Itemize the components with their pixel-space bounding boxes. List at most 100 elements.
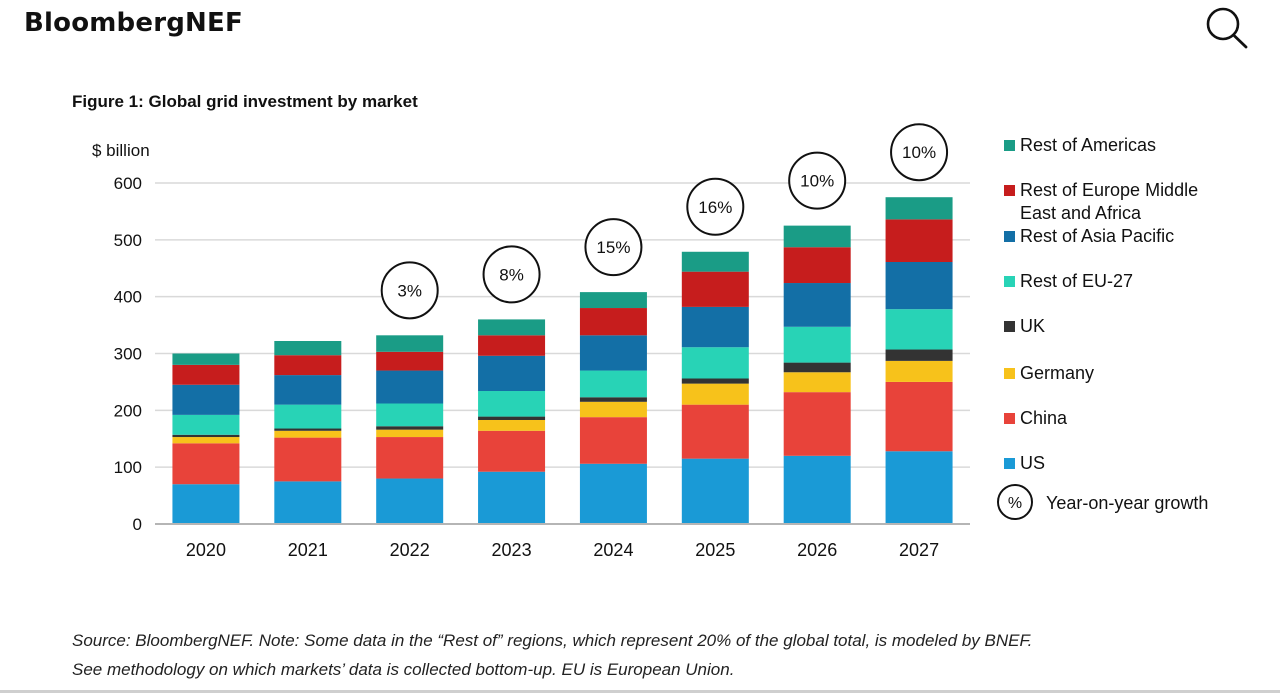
legend-label: Germany [1020,363,1094,383]
y-axis-unit-label: $ billion [92,141,150,160]
bar-segment [681,306,749,348]
legend-swatch [1004,231,1015,242]
legend-growth-symbol-text: % [1008,495,1022,512]
bar-segment [376,429,444,438]
bar-segment [376,351,444,371]
bar-segment [681,347,749,379]
source-line-1: Source: BloombergNEF. Note: Some data in… [72,631,1033,650]
bar-segment [681,458,749,524]
legend-swatch [1004,185,1015,196]
legend-label: Rest of EU-27 [1020,271,1133,291]
x-tick-label: 2023 [492,540,532,560]
bar-segment [783,392,851,456]
bar-segment [274,375,342,405]
legend-swatch [1004,368,1015,379]
legend-label-line: Rest of Europe Middle [1020,180,1198,200]
legend-label-line: Rest of Asia Pacific [1020,226,1174,246]
bar-segment [579,335,647,371]
bar-segment [376,478,444,524]
legend-label: UK [1020,316,1045,336]
bottom-divider [0,690,1280,693]
bar-segment [478,419,546,431]
bar-segment [172,353,240,365]
bar-segment [783,283,851,327]
x-tick-label: 2020 [186,540,226,560]
figure-title: Figure 1: Global grid investment by mark… [72,92,418,111]
bar-segment [579,417,647,464]
legend-swatch [1004,276,1015,287]
bar-segment [783,225,851,248]
legend-label-line: US [1020,453,1045,473]
bar-segment [681,271,749,307]
bar-segment [783,326,851,363]
x-tick-label: 2024 [593,540,633,560]
growth-label: 16% [698,198,732,217]
growth-label: 3% [397,281,422,300]
bar-segment [885,219,953,262]
growth-bubble [788,151,847,210]
growth-bubble [890,123,949,182]
legend-label: Rest of Americas [1020,135,1156,155]
source-line-2: See methodology on which markets’ data i… [72,660,735,679]
legend-swatch [1004,321,1015,332]
bar-segment [885,360,953,382]
growth-label: 8% [499,265,524,284]
bar-segment [172,384,240,415]
search-icon[interactable] [1200,2,1252,50]
growth-bubble [482,245,541,304]
y-tick-label: 200 [114,401,142,420]
bar-segment [376,403,444,427]
growth-label: 15% [596,238,630,257]
legend-swatch [1004,458,1015,469]
x-tick-label: 2027 [899,540,939,560]
bar-segment [172,434,240,438]
legend-label-line: Rest of Americas [1020,135,1156,155]
legend-swatch [1004,140,1015,151]
legend-label-line: Rest of EU-27 [1020,271,1133,291]
bar-segment [478,391,546,417]
bar-segment [274,355,342,376]
y-tick-label: 500 [114,231,142,250]
x-tick-label: 2025 [695,540,735,560]
bar-segment [579,401,647,418]
growth-label: 10% [902,143,936,162]
bar-segment [376,370,444,404]
source-note: Source: BloombergNEF. Note: Some data in… [72,626,1252,684]
legend-label-line: Germany [1020,363,1094,383]
bar-segment [885,197,953,220]
legend-label-line: UK [1020,316,1045,336]
bar-segment [579,308,647,336]
bar-segment [478,319,546,336]
stacked-bar-chart: $ billion 0 100 200 300 400 500 600 2020 2021 2022… [92,123,1208,560]
bar-segment [681,251,749,272]
bar-segment [885,309,953,350]
bar-segment [579,292,647,309]
bar-segment [172,484,240,524]
y-tick-label: 0 [133,515,142,534]
bar-segment [885,349,953,361]
growth-bubble [584,218,643,277]
bar-segment [478,355,546,392]
bar-segment [376,437,444,479]
bar-segment [478,430,546,472]
bar-segment [172,437,240,444]
bar-segment [376,426,444,430]
bar-segment [885,261,953,310]
bar-segment [681,383,749,405]
legend-label: China [1020,408,1068,428]
bar-segment [579,397,647,402]
bar-segment [172,364,240,385]
bar-segment [885,451,953,524]
bar-segment [274,430,342,438]
brand-logo[interactable]: BloombergNEF [24,8,243,38]
bar-segment [783,362,851,373]
legend-growth-symbol [997,484,1033,520]
bar-segment [478,416,546,420]
bar-segment [172,443,240,485]
bar-segment [274,481,342,524]
bar-segment [478,471,546,524]
bar-segment [783,372,851,393]
bar-segment [274,428,342,431]
y-tick-label: 300 [114,345,142,364]
bar-segment [681,378,749,384]
